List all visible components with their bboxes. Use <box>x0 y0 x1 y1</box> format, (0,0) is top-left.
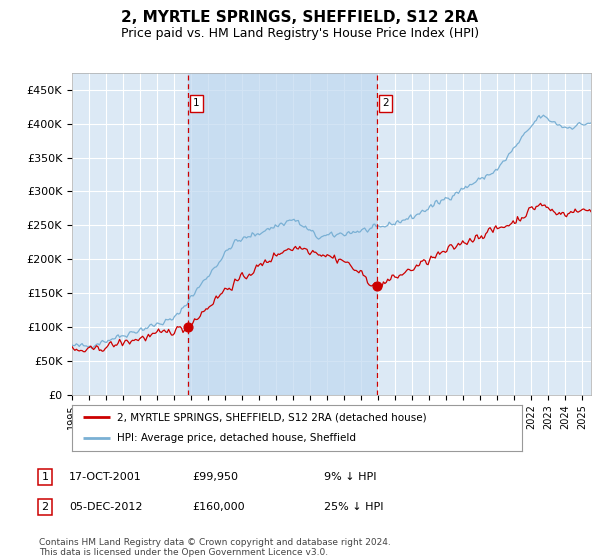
Text: 17-OCT-2001: 17-OCT-2001 <box>69 472 142 482</box>
Text: 25% ↓ HPI: 25% ↓ HPI <box>324 502 383 512</box>
Text: 9% ↓ HPI: 9% ↓ HPI <box>324 472 377 482</box>
Text: 1: 1 <box>41 472 49 482</box>
Text: 1: 1 <box>193 99 199 109</box>
Text: £160,000: £160,000 <box>192 502 245 512</box>
Text: Price paid vs. HM Land Registry's House Price Index (HPI): Price paid vs. HM Land Registry's House … <box>121 27 479 40</box>
Point <box>372 282 382 291</box>
Text: Contains HM Land Registry data © Crown copyright and database right 2024.
This d: Contains HM Land Registry data © Crown c… <box>39 538 391 557</box>
Text: 2, MYRTLE SPRINGS, SHEFFIELD, S12 2RA: 2, MYRTLE SPRINGS, SHEFFIELD, S12 2RA <box>121 10 479 25</box>
Text: 2: 2 <box>41 502 49 512</box>
Text: 2: 2 <box>382 99 389 109</box>
Text: HPI: Average price, detached house, Sheffield: HPI: Average price, detached house, Shef… <box>117 433 356 444</box>
Text: £99,950: £99,950 <box>192 472 238 482</box>
Text: 2, MYRTLE SPRINGS, SHEFFIELD, S12 2RA (detached house): 2, MYRTLE SPRINGS, SHEFFIELD, S12 2RA (d… <box>117 412 427 422</box>
Text: 05-DEC-2012: 05-DEC-2012 <box>69 502 143 512</box>
Bar <box>188 73 377 395</box>
Point <box>183 323 193 332</box>
